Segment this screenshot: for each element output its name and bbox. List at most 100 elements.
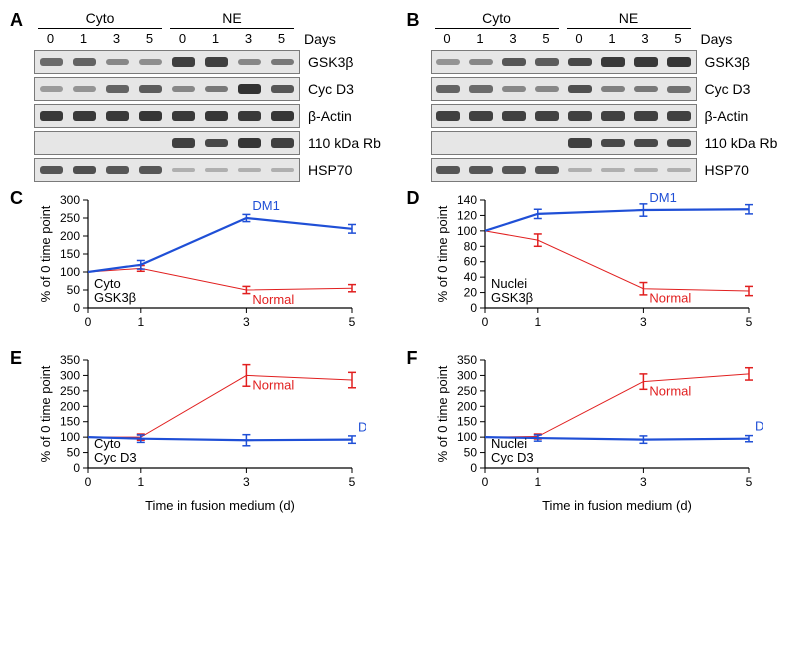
svg-text:50: 50 [463, 446, 477, 460]
band [205, 86, 229, 93]
band [73, 58, 97, 66]
band [40, 86, 64, 91]
inset-label: Cyto [94, 436, 121, 451]
blot-lane [663, 105, 696, 127]
svg-text:350: 350 [60, 353, 80, 367]
band [106, 111, 130, 120]
blot-panel-a: CytoNE01350135DaysGSK3βCyc D3β-Actin110 … [34, 10, 387, 182]
svg-text:150: 150 [456, 415, 476, 429]
svg-text:100: 100 [456, 430, 476, 444]
band [601, 86, 625, 92]
protein-label: 110 kDa Rb [705, 135, 778, 151]
band [568, 138, 592, 147]
svg-text:150: 150 [60, 415, 80, 429]
svg-text:50: 50 [67, 283, 81, 297]
svg-text:5: 5 [745, 315, 752, 329]
svg-text:300: 300 [456, 368, 476, 382]
blot-lane [167, 78, 200, 100]
band [40, 111, 64, 120]
band [535, 111, 559, 120]
fraction-label: NE [563, 10, 695, 29]
svg-text:0: 0 [470, 461, 477, 475]
protein-label: Cyc D3 [308, 81, 354, 97]
band [667, 86, 691, 93]
blot-lane [531, 159, 564, 181]
inset-label: Nuclei [491, 436, 527, 451]
day-label: 3 [629, 31, 662, 47]
band [238, 59, 262, 65]
blot-lane [663, 78, 696, 100]
blot-lane [134, 132, 167, 154]
svg-text:0: 0 [73, 301, 80, 315]
day-label: 1 [199, 31, 232, 47]
band [535, 166, 559, 174]
protein-label: HSP70 [308, 162, 352, 178]
blot-lane [531, 132, 564, 154]
band [205, 57, 229, 66]
blot-lane [465, 105, 498, 127]
blot-row: Cyc D3 [431, 77, 784, 101]
svg-text:140: 140 [456, 193, 476, 207]
inset-label: GSK3β [491, 290, 533, 305]
blot-lane [266, 51, 299, 73]
svg-text:0: 0 [85, 315, 92, 329]
series-label: Normal [252, 292, 294, 307]
blot-strip [431, 158, 697, 182]
blot-lane [630, 51, 663, 73]
band [172, 57, 196, 66]
blot-lane [498, 51, 531, 73]
blot-strip [431, 131, 697, 155]
blot-lane [134, 51, 167, 73]
blot-lane [233, 159, 266, 181]
blot-row: Cyc D3 [34, 77, 387, 101]
svg-text:20: 20 [463, 286, 477, 300]
line-chart: 0501001502002503003500135% of 0 time poi… [433, 352, 763, 518]
days-unit-label: Days [701, 31, 733, 47]
blot-lane [432, 78, 465, 100]
blot-lane [663, 51, 696, 73]
inset-label: GSK3β [94, 290, 136, 305]
band [436, 111, 460, 120]
days-row: 01350135Days [431, 31, 784, 47]
series-label: DM1 [252, 198, 279, 213]
protein-label: GSK3β [308, 54, 353, 70]
blot-lane [630, 159, 663, 181]
blot-lane [597, 51, 630, 73]
blot-lane [266, 132, 299, 154]
day-label: 5 [265, 31, 298, 47]
blot-lane [564, 132, 597, 154]
blot-lane [432, 105, 465, 127]
panel-b: B CytoNE01350135DaysGSK3βCyc D3β-Actin11… [407, 10, 784, 182]
band [601, 111, 625, 120]
svg-text:3: 3 [640, 315, 647, 329]
blot-lane [498, 78, 531, 100]
blot-lane [564, 105, 597, 127]
band [634, 168, 658, 172]
day-label: 1 [464, 31, 497, 47]
blot-lane [531, 78, 564, 100]
inset-label: Nuclei [491, 276, 527, 291]
fraction-label: NE [166, 10, 298, 29]
band [568, 85, 592, 94]
blot-strip [34, 158, 300, 182]
blot-strip [431, 50, 697, 74]
blot-lane [465, 159, 498, 181]
blot-lane [35, 132, 68, 154]
panel-f: F 0501001502002503003500135% of 0 time p… [407, 348, 784, 518]
series-dm1 [88, 218, 352, 272]
blot-lane [498, 105, 531, 127]
blot-lane [663, 159, 696, 181]
blot-lane [68, 51, 101, 73]
band [139, 111, 163, 121]
protein-label: Cyc D3 [705, 81, 751, 97]
svg-text:1: 1 [534, 315, 541, 329]
band [205, 139, 229, 148]
day-label: 3 [232, 31, 265, 47]
blot-lane [597, 132, 630, 154]
svg-text:60: 60 [463, 255, 477, 269]
blot-lane [597, 78, 630, 100]
band [106, 85, 130, 93]
blot-lane [266, 78, 299, 100]
band [271, 138, 295, 147]
band [568, 111, 592, 120]
